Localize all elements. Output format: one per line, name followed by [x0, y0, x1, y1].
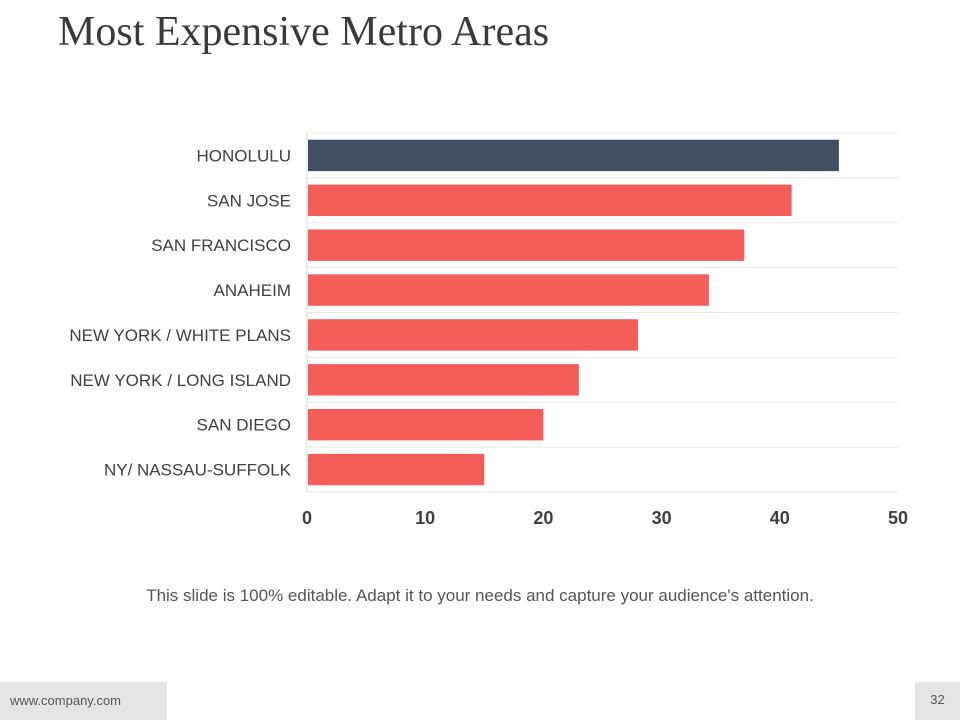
- category-label: HONOLULU: [197, 146, 291, 165]
- slide-caption: This slide is 100% editable. Adapt it to…: [146, 586, 814, 605]
- category-label: NEW YORK / LONG ISLAND: [70, 371, 291, 390]
- x-tick-label: 0: [302, 508, 312, 528]
- category-label: SAN JOSE: [207, 191, 291, 210]
- bar-san-jose: [308, 184, 792, 217]
- bar-ny-nassau-suffolk: [308, 453, 485, 486]
- bar-new-york-long-island: [308, 364, 579, 396]
- bar-new-york-white-plans: [308, 319, 638, 351]
- x-tick-label: 30: [652, 508, 672, 528]
- x-tick-label: 40: [770, 508, 790, 528]
- footer-url[interactable]: www.company.com: [0, 682, 167, 720]
- category-label: ANAHEIM: [214, 281, 291, 300]
- slide-title: Most Expensive Metro Areas: [58, 9, 550, 55]
- category-label: SAN DIEGO: [197, 416, 291, 435]
- category-labels: HONOLULU SAN JOSE SAN FRANCISCO ANAHEIM NEW …: [69, 146, 291, 479]
- category-label: NY/ NASSAU-SUFFOLK: [104, 461, 292, 480]
- bar-honolulu: [308, 139, 839, 172]
- category-label: SAN FRANCISCO: [151, 236, 291, 255]
- bar-san-francisco: [308, 229, 745, 261]
- gridlines: [306, 132, 898, 493]
- x-tick-label: 10: [415, 508, 435, 528]
- bar-san-diego: [308, 408, 544, 441]
- category-label: NEW YORK / WHITE PLANS: [69, 326, 291, 345]
- page-number: 32: [915, 682, 960, 720]
- x-axis-ticks: 0 10 20 30 40 50: [302, 508, 908, 528]
- x-tick-label: 50: [888, 508, 908, 528]
- bars: [308, 139, 839, 486]
- x-tick-label: 20: [533, 508, 553, 528]
- bar-anaheim: [308, 274, 709, 306]
- bar-chart: HONOLULU SAN JOSE SAN FRANCISCO ANAHEIM NEW …: [69, 132, 908, 528]
